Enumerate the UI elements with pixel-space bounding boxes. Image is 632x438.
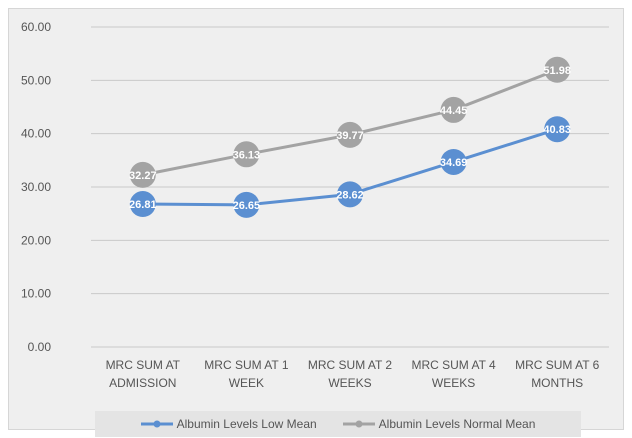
- x-tick-label: WEEKS: [328, 376, 371, 390]
- x-tick-label: WEEK: [229, 376, 264, 390]
- chart-frame: 0.00 10.00 20.00 30.00 40.00 50.00 60.00 MRC SU…: [8, 8, 624, 437]
- data-label: 44.45: [440, 105, 468, 117]
- x-tick-label: WEEKS: [432, 376, 475, 390]
- data-label: 26.81: [129, 199, 157, 211]
- legend-item-normal: Albumin Levels Normal Mean: [342, 417, 536, 431]
- data-label: 28.62: [336, 189, 364, 201]
- data-label: 36.13: [233, 149, 261, 161]
- data-point: [129, 161, 156, 188]
- data-point: [544, 56, 571, 83]
- data-point: [337, 121, 363, 148]
- data-label: 32.27: [129, 170, 157, 182]
- legend-swatch-low: [140, 420, 173, 428]
- y-tick-label: 30.00: [21, 180, 51, 194]
- legend-label-normal: Albumin Levels Normal Mean: [378, 417, 536, 431]
- data-point: [233, 191, 260, 218]
- data-point: [337, 181, 363, 208]
- data-label: 26.65: [233, 200, 261, 212]
- legend-item-low: Albumin Levels Low Mean: [140, 417, 317, 431]
- x-tick-label: MRC SUM AT 2: [308, 358, 393, 372]
- legend-swatch-normal: [342, 420, 375, 428]
- data-label: 39.77: [336, 130, 364, 142]
- x-tick-label: MRC SUM AT 6: [515, 358, 600, 372]
- data-point: [440, 96, 467, 123]
- x-tick-label: MRC SUM AT: [106, 358, 181, 372]
- data-point: [544, 116, 571, 143]
- x-tick-label: MONTHS: [531, 376, 583, 390]
- x-tick-label: ADMISSION: [109, 376, 176, 390]
- y-tick-label: 20.00: [21, 233, 51, 247]
- line-chart: 0.00 10.00 20.00 30.00 40.00 50.00 60.00 MRC SU…: [21, 20, 609, 390]
- data-point: [440, 148, 467, 175]
- x-tick-label: MRC SUM AT 1: [204, 358, 289, 372]
- legend-label-low: Albumin Levels Low Mean: [176, 417, 317, 431]
- y-tick-label: 10.00: [21, 287, 51, 301]
- x-tick-label: MRC SUM AT 4: [411, 358, 496, 372]
- legend: Albumin Levels Low Mean Albumin Levels N…: [95, 411, 581, 437]
- data-point: [129, 191, 156, 218]
- data-label: 40.83: [543, 124, 571, 136]
- data-label: 34.69: [440, 157, 468, 169]
- y-tick-label: 50.00: [21, 73, 51, 87]
- y-tick-label: 0.00: [28, 340, 52, 354]
- data-label: 51.98: [543, 65, 571, 77]
- y-tick-label: 60.00: [21, 20, 51, 34]
- data-point: [233, 141, 260, 168]
- y-tick-label: 40.00: [21, 127, 51, 141]
